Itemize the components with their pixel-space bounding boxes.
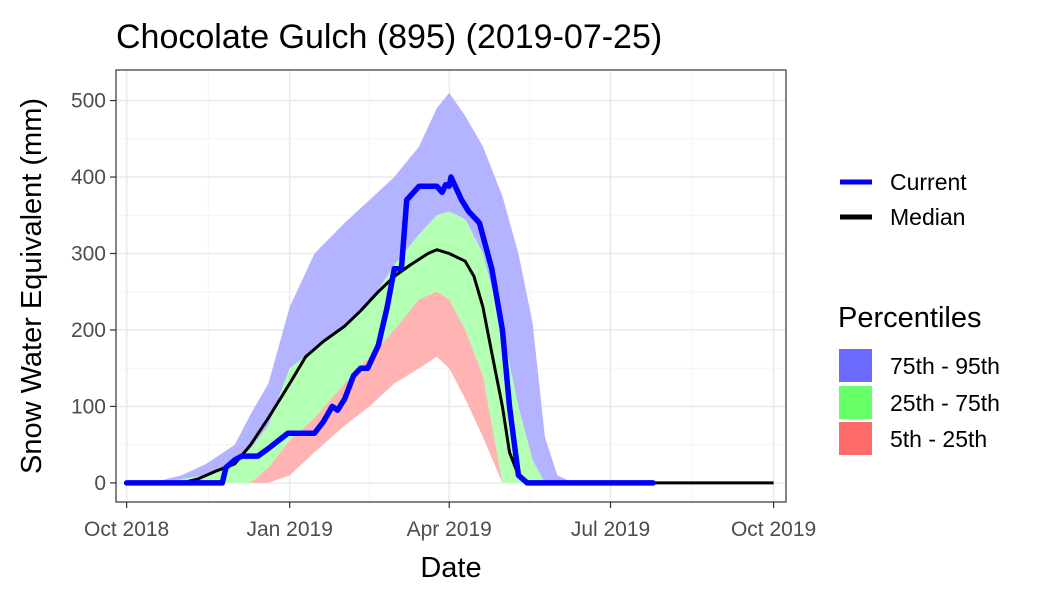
x-axis-title: Date (420, 552, 481, 584)
x-tick-label: Jul 2019 (571, 518, 650, 541)
y-tick-label: 200 (71, 319, 106, 342)
legend-item-median: Median (840, 204, 965, 230)
legend-75-95-label: 75th - 95th (890, 353, 1000, 379)
series-lines (123, 174, 774, 486)
series-median-line (126, 248, 774, 485)
legend-item-25-75: 25th - 75th (839, 386, 1000, 419)
plot-border (115, 69, 787, 503)
legend-percentiles-title: Percentiles (838, 302, 981, 334)
legend-25-75-label: 25th - 75th (890, 390, 1000, 416)
series-current-line (123, 174, 656, 486)
x-tick-label: Apr 2019 (407, 518, 492, 541)
band-25-75 (126, 211, 574, 483)
legend-item-75-95: 75th - 95th (839, 349, 1000, 382)
legend-5-25-label: 5th - 25th (890, 426, 987, 452)
x-axis: Oct 2018 Jan 2019 Apr 2019 Jul 2019 Oct 2019 (84, 502, 816, 541)
legend-item-5-25: 5th - 25th (839, 422, 987, 455)
x-tick-label: Jan 2019 (246, 518, 332, 541)
chart-title: Chocolate Gulch (895) (2019-07-25) (116, 18, 662, 56)
legend-median-label: Median (890, 204, 965, 230)
legend-25-75-swatch (839, 386, 872, 419)
legend-item-current: Current (840, 169, 967, 195)
band-75-95 (126, 92, 574, 483)
legend: Current Median Percentiles 75th - 95th 2… (838, 169, 1000, 455)
y-tick-label: 500 (71, 90, 106, 113)
legend-current-label: Current (890, 169, 967, 195)
y-tick-label: 400 (71, 166, 106, 189)
legend-5-25-swatch (839, 422, 872, 455)
y-tick-label: 300 (71, 243, 106, 266)
x-tick-label: Oct 2019 (731, 518, 816, 541)
x-tick-label: Oct 2018 (84, 518, 169, 541)
y-tick-label: 100 (71, 395, 106, 418)
y-axis-title: Snow Water Equivalent (mm) (16, 98, 48, 474)
y-tick-label: 0 (94, 472, 106, 495)
legend-75-95-swatch (839, 349, 872, 382)
y-axis: 0 100 200 300 400 500 (71, 90, 116, 495)
